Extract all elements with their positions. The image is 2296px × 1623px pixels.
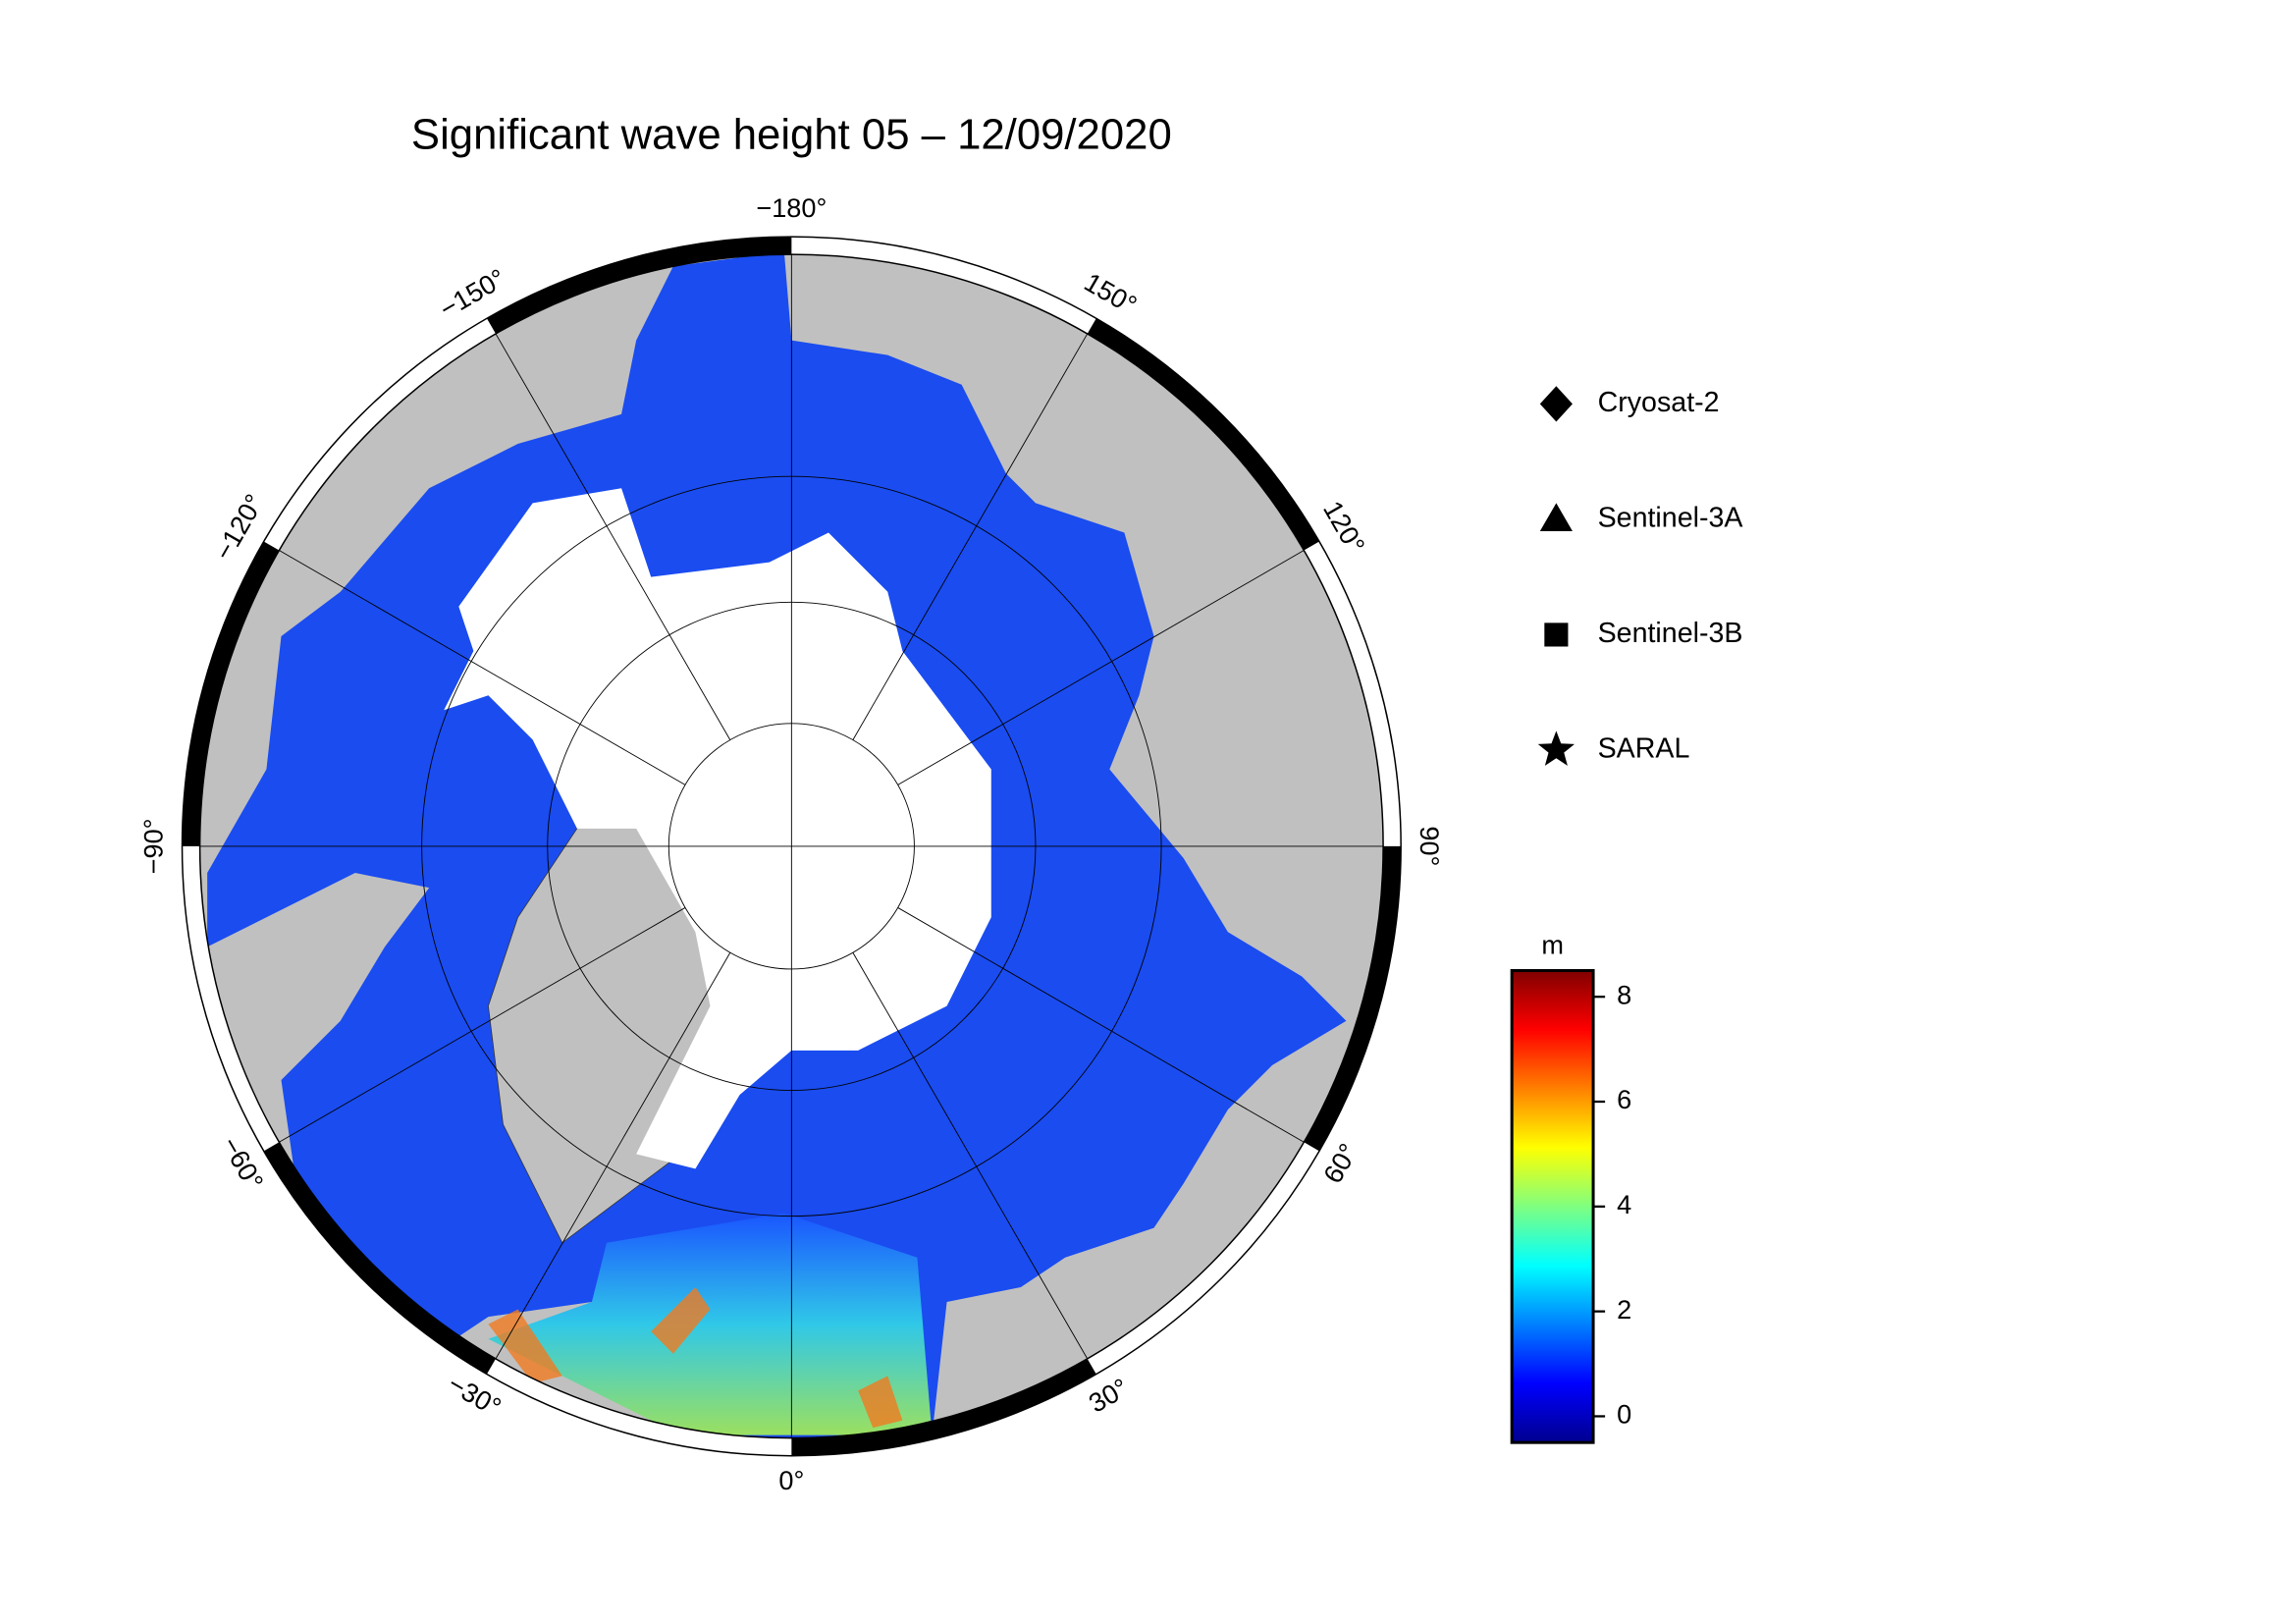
legend-label: Sentinel-3A bbox=[1598, 502, 1744, 533]
colorbar-label: m bbox=[1541, 930, 1564, 960]
sea-ice bbox=[444, 488, 991, 1169]
longitude-label: −180° bbox=[756, 192, 827, 223]
meridian bbox=[495, 951, 731, 1360]
longitude-label: −90° bbox=[138, 818, 169, 874]
legend-label: SARAL bbox=[1598, 733, 1690, 765]
longitude-label: 120° bbox=[1317, 496, 1371, 559]
meridian bbox=[852, 951, 1089, 1360]
meridian bbox=[495, 333, 731, 740]
frame-segment bbox=[1304, 845, 1402, 1152]
legend-marker bbox=[1537, 730, 1575, 766]
longitude-label: 150° bbox=[1079, 266, 1142, 320]
longitude-label: 90° bbox=[1415, 826, 1445, 866]
frame-segment bbox=[263, 1142, 496, 1375]
frame-segment bbox=[791, 1358, 1096, 1456]
colorbar-tick-label: 2 bbox=[1617, 1294, 1631, 1325]
title: Significant wave height 05 – 12/09/2020 bbox=[411, 111, 1172, 159]
colorbar-scale bbox=[1510, 968, 1595, 1444]
legend-marker bbox=[1539, 503, 1573, 531]
map bbox=[199, 254, 1384, 1438]
colorbar: m 0 2 4 6 8 bbox=[1510, 930, 1631, 1444]
high-waves bbox=[488, 1286, 903, 1429]
frame-segment bbox=[486, 237, 792, 334]
longitude-label: −60° bbox=[216, 1131, 270, 1195]
longitude-label: −30° bbox=[443, 1368, 507, 1422]
meridians bbox=[279, 333, 1305, 1360]
longitude-label: 60° bbox=[1317, 1138, 1363, 1188]
atlantic bbox=[488, 1213, 933, 1435]
meridian bbox=[279, 907, 686, 1143]
longitude-label: 30° bbox=[1084, 1372, 1134, 1418]
legend-marker bbox=[1544, 622, 1569, 647]
colorbar-tick-label: 8 bbox=[1617, 979, 1631, 1009]
legend-marker bbox=[1539, 386, 1573, 422]
colorbar-tick-label: 6 bbox=[1617, 1084, 1631, 1114]
meridian bbox=[897, 907, 1305, 1143]
meridian bbox=[279, 550, 686, 785]
legend: Cryosat-2 Sentinel-3A Sentinel-3B SARAL bbox=[1537, 386, 1744, 766]
legend-label: Cryosat-2 bbox=[1598, 387, 1720, 418]
frame-segment bbox=[182, 541, 280, 846]
meridian bbox=[852, 333, 1089, 740]
longitude-label: 0° bbox=[778, 1465, 804, 1495]
graticule bbox=[199, 254, 1384, 1438]
legend-label: Sentinel-3B bbox=[1598, 618, 1743, 649]
colorbar-tick-label: 0 bbox=[1617, 1399, 1631, 1430]
frame bbox=[181, 236, 1402, 1457]
colorbar-tick-label: 4 bbox=[1617, 1189, 1631, 1219]
frame-segment bbox=[1087, 318, 1319, 551]
meridian bbox=[897, 550, 1305, 785]
